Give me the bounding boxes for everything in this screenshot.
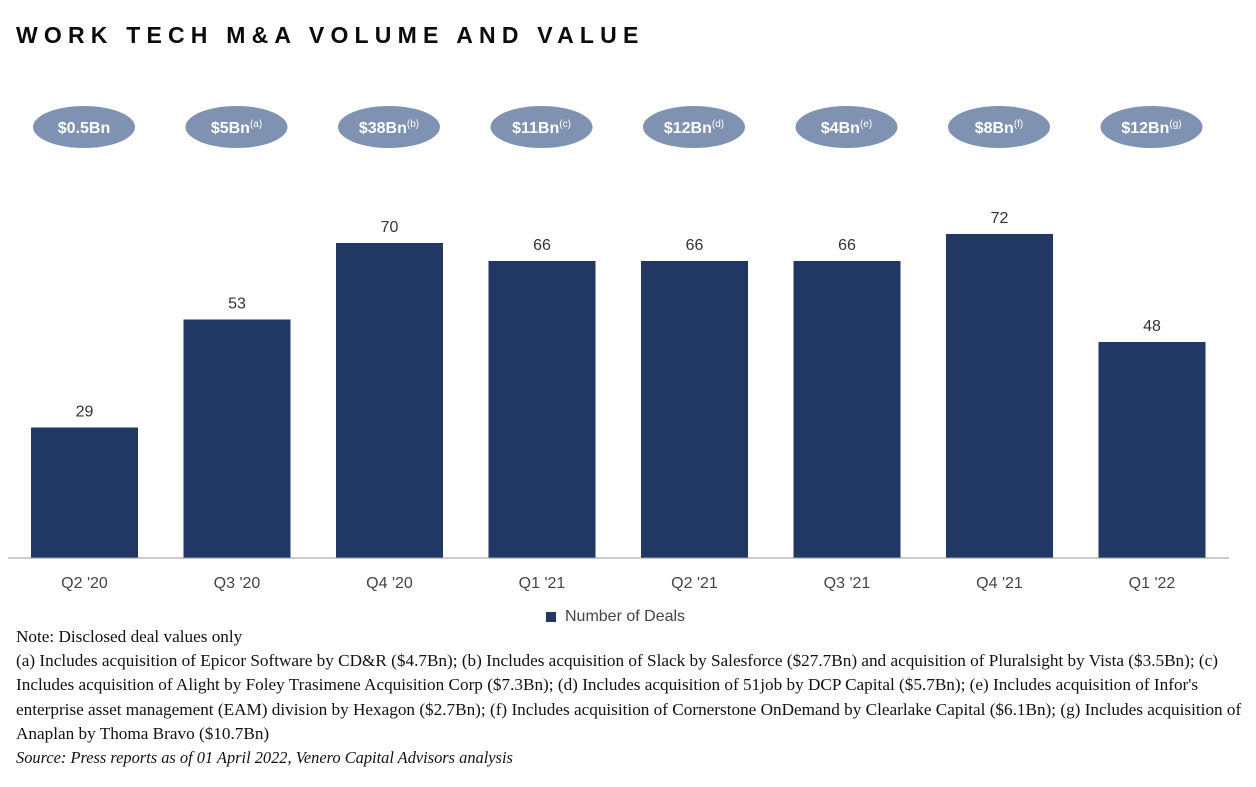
bar-value-label: 48 bbox=[1143, 318, 1161, 335]
pill-shape bbox=[795, 106, 898, 148]
page-title: WORK TECH M&A VOLUME AND VALUE bbox=[16, 22, 645, 48]
x-tick-label: Q2 '21 bbox=[671, 575, 718, 592]
deal-value-label: $12Bn(d) bbox=[664, 119, 724, 137]
deal-value-label: $38Bn(b) bbox=[359, 119, 419, 137]
footnotes: Note: Disclosed deal values only (a) Inc… bbox=[16, 625, 1244, 770]
x-tick-label: Q3 '20 bbox=[214, 575, 261, 592]
note-disclosed: Note: Disclosed deal values only bbox=[16, 627, 243, 646]
deal-value-pill: $5Bn(a) bbox=[185, 106, 288, 148]
x-axis-tick-labels: Q2 '20 Q3 '20 Q4 '20 Q1 '21 Q2 '21 Q3 '21 Q4 '… bbox=[61, 575, 1175, 592]
deal-value-pill: $11Bn(c) bbox=[490, 106, 593, 148]
bar-chart: $0.5Bn $5Bn(a) $38Bn(b) $11Bn(c) $12Bn(d) $4B… bbox=[8, 106, 1229, 592]
bar-value-label: 72 bbox=[991, 210, 1009, 227]
deal-value-pill: $12Bn(d) bbox=[643, 106, 745, 148]
deal-value-pill: $8Bn(f) bbox=[948, 106, 1050, 148]
deal-value-pill: $0.5Bn bbox=[33, 106, 135, 148]
bar-value-label: 70 bbox=[381, 219, 399, 236]
pill-shape bbox=[185, 106, 288, 148]
bar bbox=[336, 243, 443, 558]
bar-value-label: 66 bbox=[533, 237, 551, 254]
note-footnotes: (a) Includes acquisition of Epicor Softw… bbox=[16, 651, 1242, 743]
bar-value-label: 66 bbox=[686, 237, 704, 254]
bar bbox=[31, 427, 138, 558]
bar bbox=[488, 261, 596, 558]
bars bbox=[31, 234, 1206, 558]
bar-value-labels: 29 53 70 66 66 66 72 48 bbox=[76, 210, 1161, 421]
deal-value-label: $11Bn(c) bbox=[512, 119, 571, 137]
x-tick-label: Q4 '21 bbox=[976, 575, 1023, 592]
pill-shape bbox=[1100, 106, 1203, 148]
deal-value-pill: $12Bn(g) bbox=[1100, 106, 1203, 148]
bar bbox=[793, 261, 901, 558]
deal-value-pills: $0.5Bn $5Bn(a) $38Bn(b) $11Bn(c) $12Bn(d) $4B… bbox=[33, 106, 1203, 148]
legend-label: Number of Deals bbox=[565, 608, 686, 625]
deal-value-pill: $4Bn(e) bbox=[795, 106, 898, 148]
bar bbox=[946, 234, 1053, 558]
pill-shape bbox=[643, 106, 745, 148]
deal-value-label: $0.5Bn bbox=[58, 120, 110, 137]
pill-shape bbox=[33, 106, 135, 148]
pill-shape bbox=[338, 106, 440, 148]
legend-swatch bbox=[546, 612, 556, 622]
x-tick-label: Q1 '22 bbox=[1129, 575, 1176, 592]
bar bbox=[641, 261, 748, 558]
x-tick-label: Q4 '20 bbox=[366, 575, 413, 592]
bar-value-label: 66 bbox=[838, 237, 856, 254]
deal-value-label: $8Bn(f) bbox=[975, 119, 1024, 137]
deal-value-pill: $38Bn(b) bbox=[338, 106, 440, 148]
source-note: Source: Press reports as of 01 April 202… bbox=[16, 748, 513, 768]
bar-value-label: 53 bbox=[228, 296, 246, 313]
pill-shape bbox=[948, 106, 1050, 148]
pill-shape bbox=[490, 106, 593, 148]
bar bbox=[183, 319, 291, 558]
deal-value-label: $5Bn(a) bbox=[211, 119, 262, 137]
legend: Number of Deals bbox=[546, 608, 685, 626]
x-tick-label: Q3 '21 bbox=[824, 575, 871, 592]
bar-value-label: 29 bbox=[76, 404, 94, 421]
deal-value-label: $12Bn(g) bbox=[1121, 119, 1181, 137]
deal-value-label: $4Bn(e) bbox=[821, 119, 872, 137]
x-tick-label: Q2 '20 bbox=[61, 575, 108, 592]
bar bbox=[1098, 342, 1206, 558]
x-tick-label: Q1 '21 bbox=[519, 575, 566, 592]
